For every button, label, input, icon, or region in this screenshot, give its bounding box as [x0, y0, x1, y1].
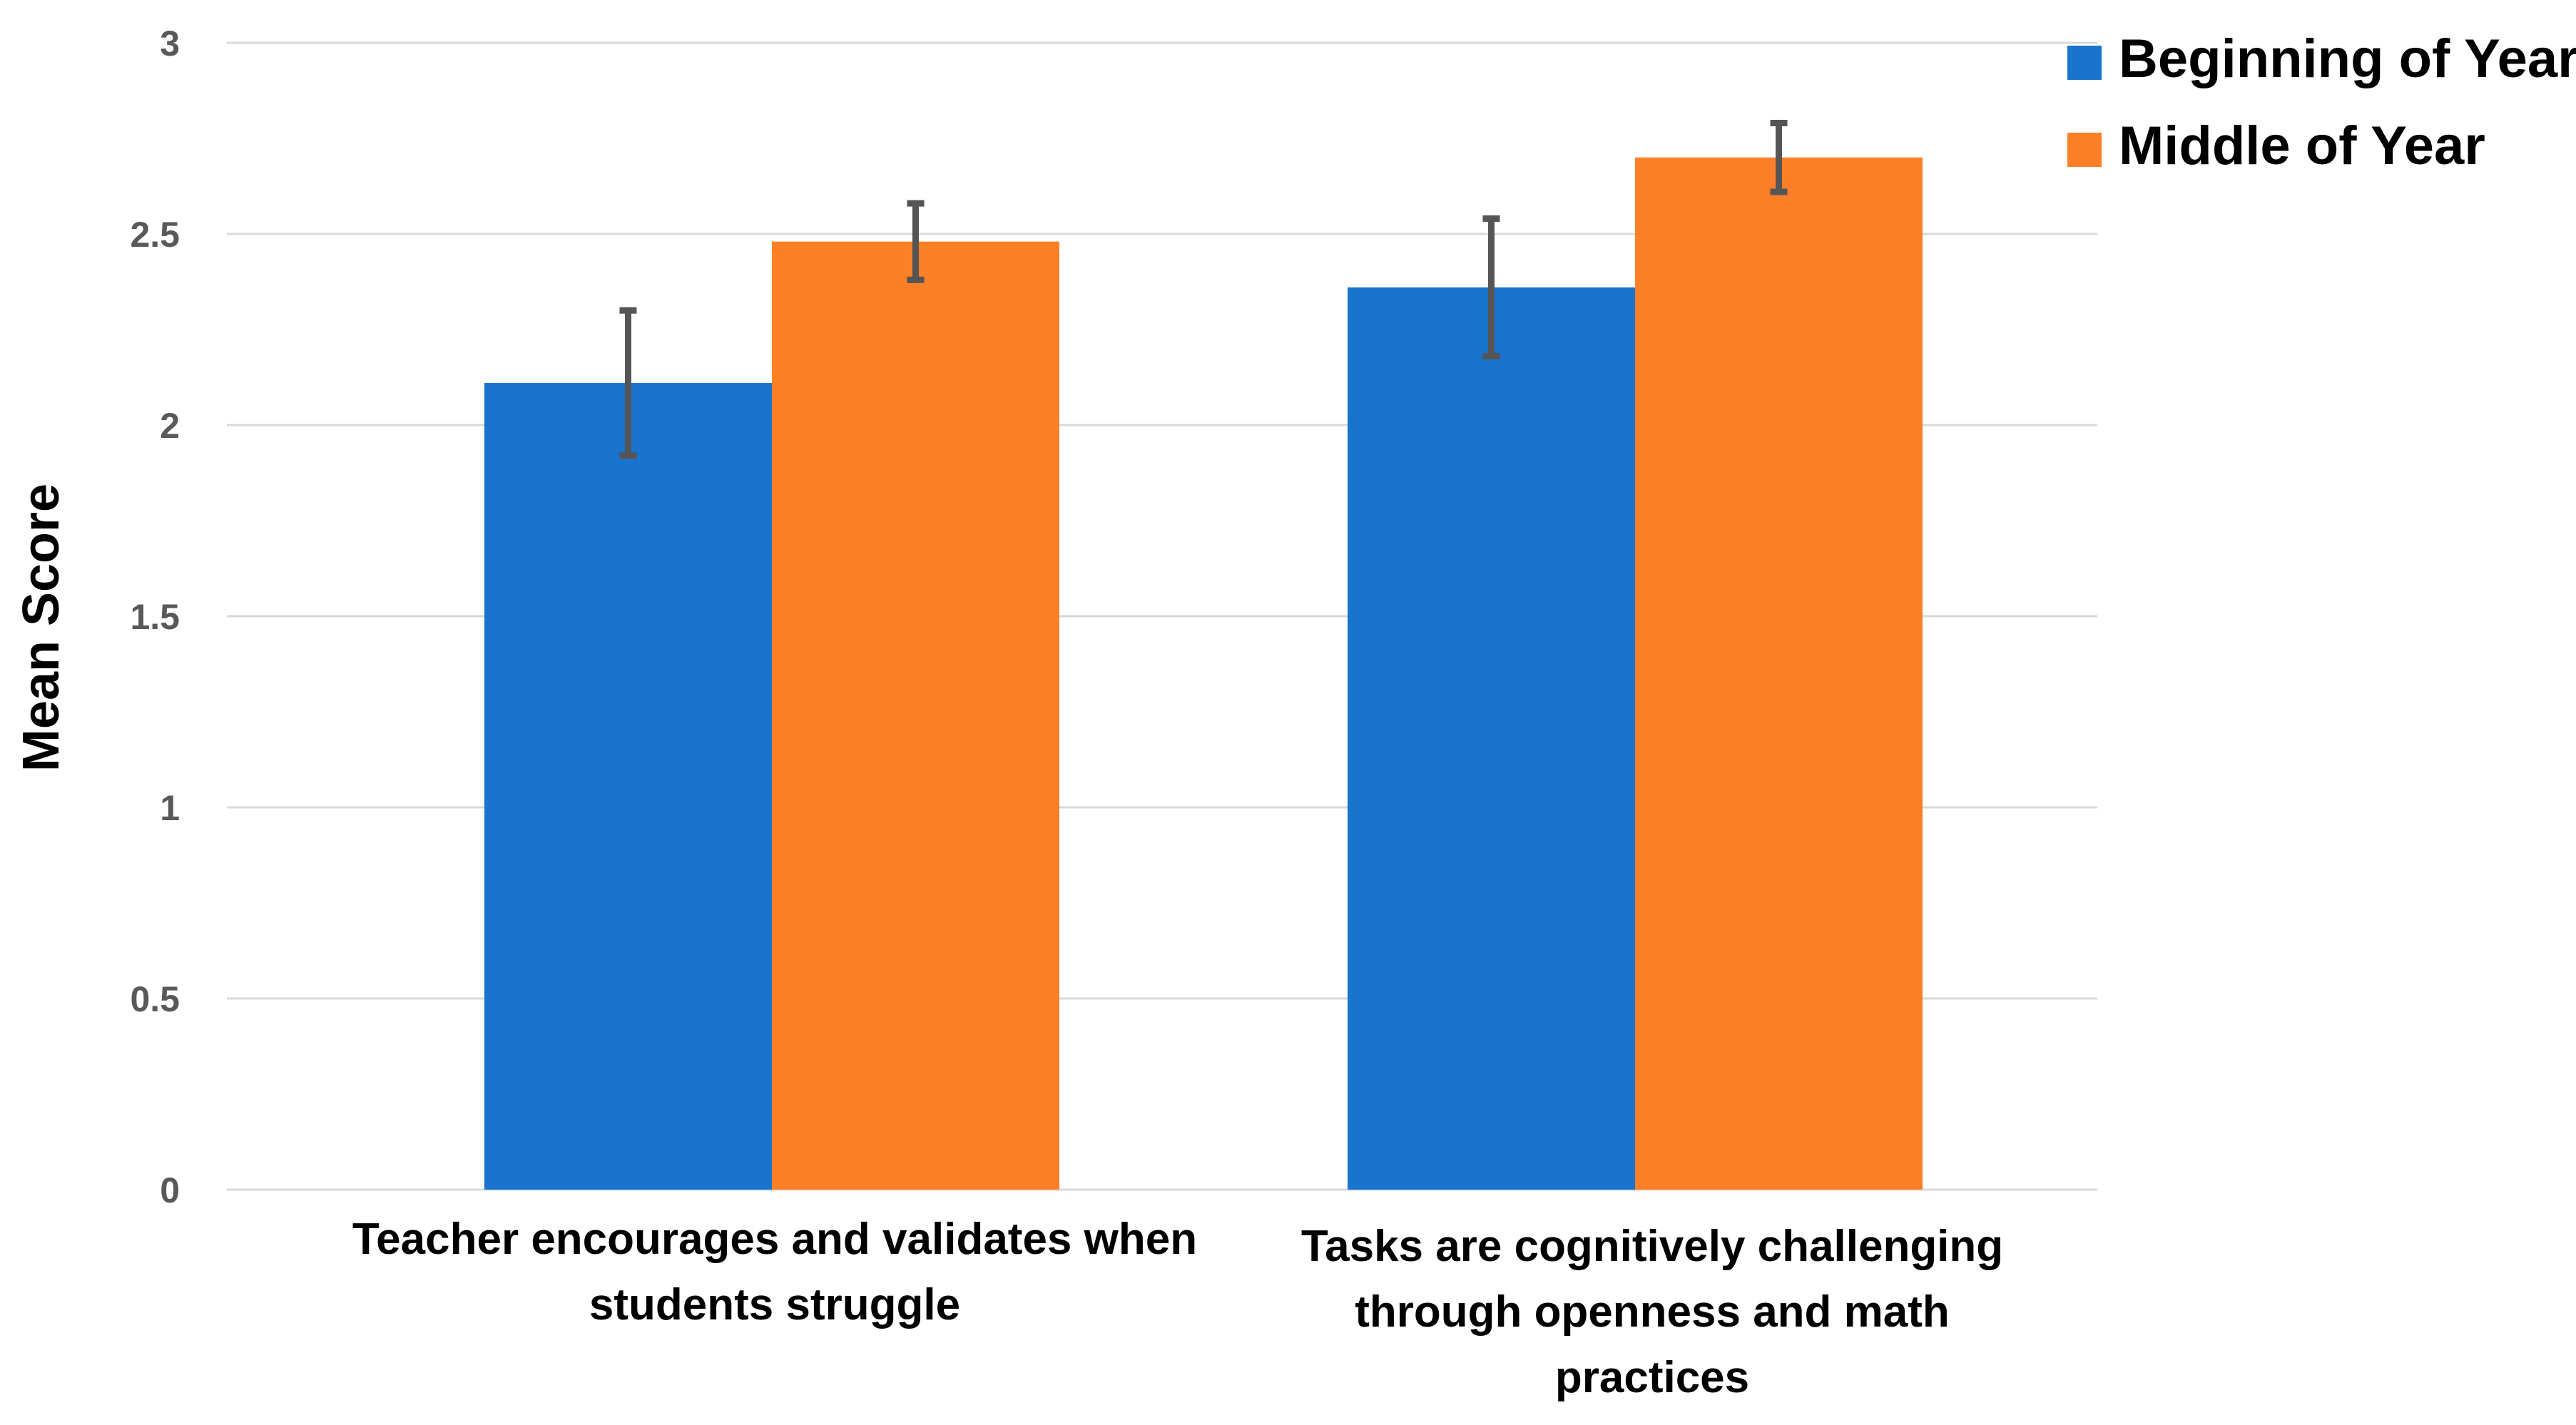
y-axis-title: Mean Score [13, 484, 70, 772]
y-axis-ticks: 0 0.5 1 1.5 2 2.5 3 [130, 24, 180, 1210]
category-label-line: Tasks are cognitively challenging [1301, 1222, 2003, 1271]
y-tick-label: 0 [160, 1170, 180, 1210]
bar-beginning-of-year-cat-2 [1348, 287, 1635, 1190]
y-tick-label: 0.5 [130, 979, 180, 1019]
bar-beginning-of-year-cat-1 [484, 383, 772, 1190]
legend-swatch [2067, 133, 2102, 167]
category-label-line: Teacher encourages and validates when [352, 1215, 1197, 1264]
legend-label: Beginning of Year [2119, 29, 2576, 89]
y-tick-label: 2 [160, 406, 180, 446]
category-label-2: Tasks are cognitively challenging through… [1301, 1222, 2003, 1402]
bars [484, 157, 1923, 1190]
legend-swatch [2067, 46, 2102, 80]
y-tick-label: 2.5 [130, 215, 180, 255]
legend: Beginning of Year Middle of Year [2067, 29, 2576, 176]
category-label-line: practices [1555, 1353, 1749, 1402]
error-bars [619, 120, 1788, 459]
legend-entry-beginning-of-year: Beginning of Year [2067, 29, 2576, 89]
y-tick-label: 1 [160, 788, 180, 828]
legend-label: Middle of Year [2119, 116, 2485, 176]
category-label-1: Teacher encourages and validates when stu… [352, 1215, 1197, 1329]
bar-middle-of-year-cat-2 [1635, 157, 1923, 1190]
bar-middle-of-year-cat-1 [772, 241, 1059, 1190]
legend-entry-middle-of-year: Middle of Year [2067, 116, 2485, 176]
x-axis-category-labels: Teacher encourages and validates when stu… [352, 1215, 2003, 1402]
y-tick-label: 3 [160, 24, 180, 63]
y-tick-label: 1.5 [130, 597, 180, 637]
category-label-line: students struggle [589, 1280, 960, 1329]
category-label-line: through openness and math [1355, 1287, 1950, 1337]
